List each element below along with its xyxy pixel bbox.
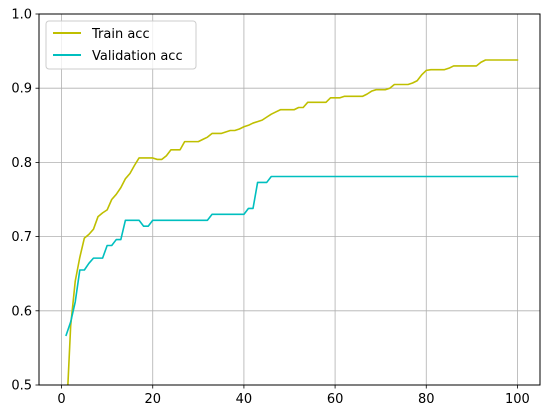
- y-tick-label: 1.0: [11, 8, 32, 23]
- validation-acc-line: [65, 175, 519, 337]
- x-tick-label: 0: [57, 392, 65, 407]
- series-group: [65, 59, 519, 385]
- x-tick-label: 80: [418, 392, 435, 407]
- y-tick-label: 0.5: [11, 379, 32, 394]
- x-tick-label: 40: [236, 392, 253, 407]
- legend-label-validation: Validation acc: [92, 49, 183, 64]
- y-tick-label: 0.6: [11, 304, 32, 319]
- grid-lines: [39, 13, 540, 386]
- x-axis: 0 20 40 60 80 100: [57, 385, 530, 407]
- y-tick-label: 0.9: [11, 82, 32, 97]
- y-tick-label: 0.8: [11, 156, 32, 171]
- legend: Train acc Validation acc: [45, 20, 197, 70]
- x-tick-label: 60: [327, 392, 344, 407]
- plot-area: [39, 14, 540, 385]
- train-acc-line: [67, 59, 519, 385]
- series-layer: [65, 59, 519, 385]
- legend-box: [45, 20, 197, 70]
- legend-label-train: Train acc: [91, 27, 150, 42]
- x-tick-label: 20: [144, 392, 161, 407]
- x-tick-label: 100: [505, 392, 530, 407]
- y-axis: 0.5 0.6 0.7 0.8 0.9 1.0: [11, 8, 39, 394]
- y-tick-label: 0.7: [11, 230, 32, 245]
- plot-frame: [38, 13, 541, 386]
